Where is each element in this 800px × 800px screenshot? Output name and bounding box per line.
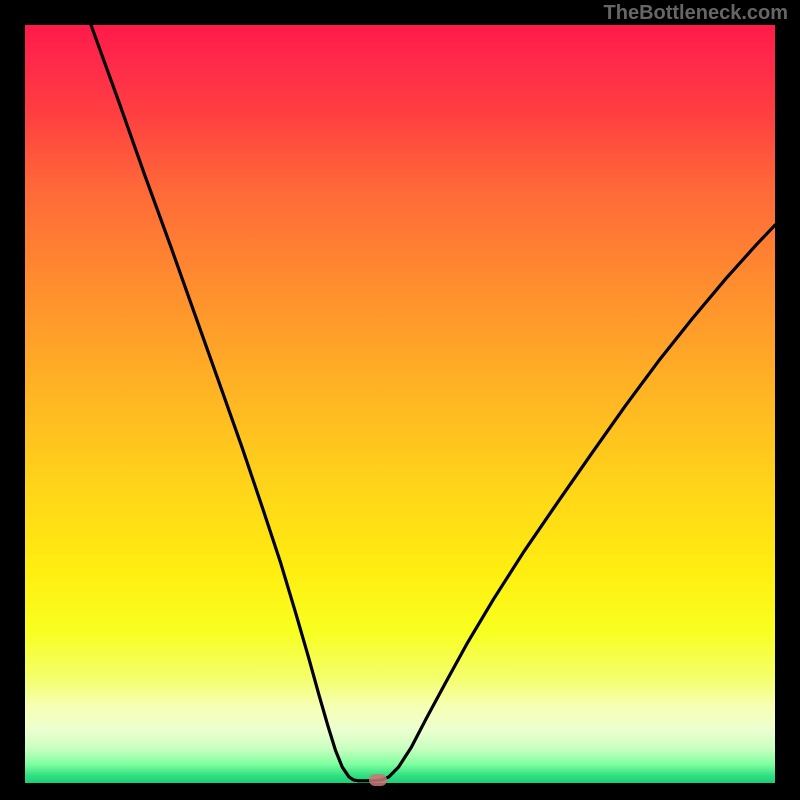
optimum-marker bbox=[369, 774, 387, 786]
watermark-text: TheBottleneck.com bbox=[604, 2, 788, 25]
plot-area bbox=[25, 25, 775, 783]
bottleneck-curve bbox=[25, 25, 775, 783]
